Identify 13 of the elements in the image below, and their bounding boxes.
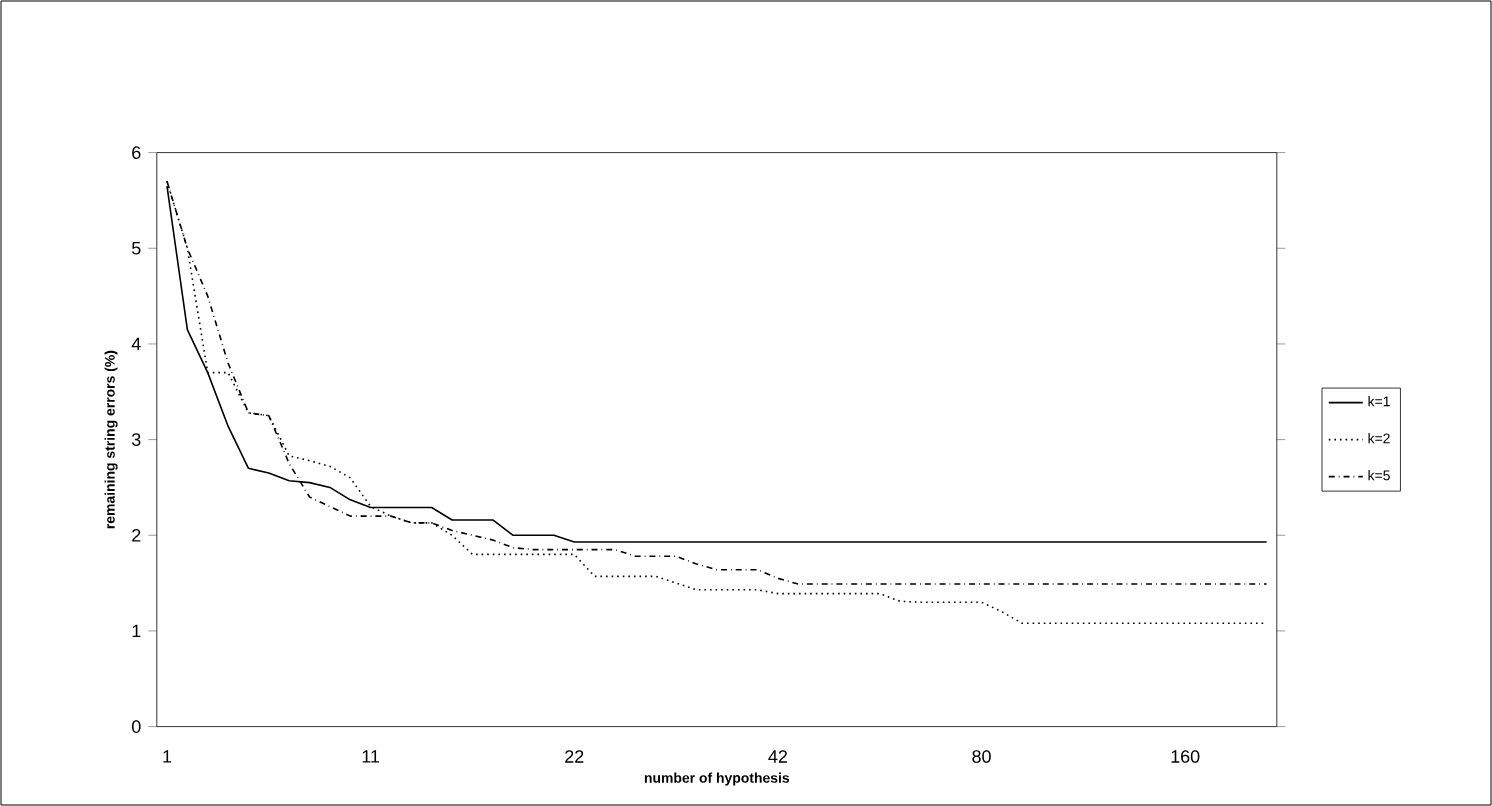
y-tick-label: 2 (132, 528, 141, 542)
y-tick-label: 3 (131, 433, 141, 446)
x-tick-label: 11 (362, 750, 380, 763)
y-tick-label: 5 (132, 242, 141, 255)
x-tick-label: 160 (1171, 750, 1200, 763)
x-tick-label: 80 (972, 750, 991, 763)
x-tick-label: 42 (768, 750, 787, 763)
y-tick-label: 0 (131, 720, 141, 733)
y-tick-label: 1 (132, 624, 141, 638)
y-tick-label: 4 (131, 337, 141, 351)
x-tick-label: 22 (565, 750, 584, 763)
x-tick-label: 1 (163, 750, 172, 763)
y-tick-label: 6 (132, 146, 141, 159)
